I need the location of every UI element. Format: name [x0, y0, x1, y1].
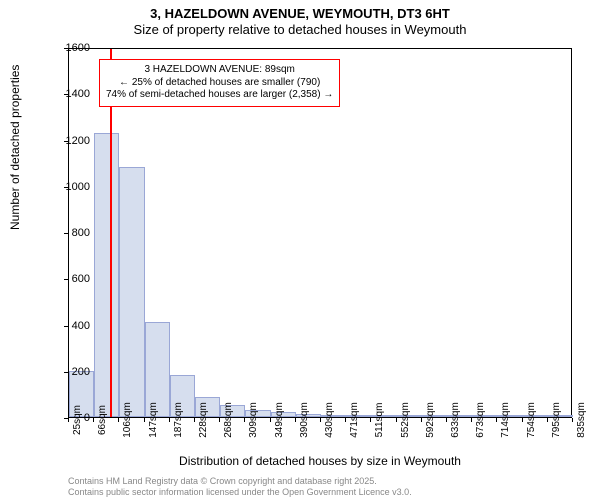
footer-line-2: Contains public sector information licen…	[68, 487, 412, 497]
x-tick-label: 309sqm	[248, 402, 259, 438]
x-tick-mark	[446, 418, 447, 422]
x-tick-mark	[144, 418, 145, 422]
x-tick-label: 268sqm	[223, 402, 234, 438]
x-tick-mark	[93, 418, 94, 422]
y-axis-label: Number of detached properties	[8, 65, 22, 230]
x-tick-mark	[547, 418, 548, 422]
chart-footer: Contains HM Land Registry data © Crown c…	[68, 476, 412, 497]
y-tick-mark	[64, 326, 68, 327]
chart-title-main: 3, HAZELDOWN AVENUE, WEYMOUTH, DT3 6HT	[0, 6, 600, 22]
x-tick-label: 754sqm	[526, 402, 537, 438]
y-tick-mark	[64, 279, 68, 280]
callout-line-3: 74% of semi-detached houses are larger (…	[106, 89, 333, 102]
x-tick-label: 106sqm	[122, 402, 133, 438]
y-tick-mark	[64, 233, 68, 234]
x-tick-mark	[522, 418, 523, 422]
x-tick-label: 25sqm	[72, 405, 83, 435]
callout-line-2: ← 25% of detached houses are smaller (79…	[106, 77, 333, 90]
x-tick-label: 66sqm	[97, 405, 108, 435]
x-tick-mark	[370, 418, 371, 422]
x-tick-mark	[421, 418, 422, 422]
property-callout-box: 3 HAZELDOWN AVENUE: 89sqm ← 25% of detac…	[99, 59, 340, 107]
x-tick-label: 471sqm	[349, 402, 360, 438]
x-tick-label: 795sqm	[551, 402, 562, 438]
x-axis-label: Distribution of detached houses by size …	[68, 454, 572, 468]
x-tick-mark	[194, 418, 195, 422]
histogram-bar	[94, 133, 119, 417]
x-tick-label: 228sqm	[198, 402, 209, 438]
x-tick-mark	[572, 418, 573, 422]
x-tick-mark	[169, 418, 170, 422]
x-tick-label: 714sqm	[500, 402, 511, 438]
x-tick-mark	[320, 418, 321, 422]
x-tick-mark	[396, 418, 397, 422]
x-tick-mark	[68, 418, 69, 422]
x-tick-label: 592sqm	[425, 402, 436, 438]
y-tick-mark	[64, 187, 68, 188]
x-tick-label: 633sqm	[450, 402, 461, 438]
x-tick-label: 835sqm	[576, 402, 587, 438]
x-tick-label: 430sqm	[324, 402, 335, 438]
x-tick-mark	[345, 418, 346, 422]
x-tick-mark	[295, 418, 296, 422]
y-tick-mark	[64, 141, 68, 142]
x-tick-label: 390sqm	[299, 402, 310, 438]
histogram-bar	[119, 167, 144, 417]
x-tick-label: 147sqm	[148, 402, 159, 438]
footer-line-1: Contains HM Land Registry data © Crown c…	[68, 476, 412, 486]
x-tick-mark	[471, 418, 472, 422]
x-tick-label: 673sqm	[475, 402, 486, 438]
x-tick-label: 552sqm	[400, 402, 411, 438]
chart-plot-area: 3 HAZELDOWN AVENUE: 89sqm ← 25% of detac…	[68, 48, 572, 418]
y-tick-mark	[64, 94, 68, 95]
y-tick-mark	[64, 48, 68, 49]
chart-title-sub: Size of property relative to detached ho…	[0, 22, 600, 38]
x-tick-mark	[219, 418, 220, 422]
y-tick-mark	[64, 372, 68, 373]
x-tick-mark	[244, 418, 245, 422]
x-tick-label: 511sqm	[374, 403, 385, 438]
chart-title-block: 3, HAZELDOWN AVENUE, WEYMOUTH, DT3 6HT S…	[0, 0, 600, 39]
x-tick-label: 349sqm	[274, 402, 285, 438]
x-tick-mark	[118, 418, 119, 422]
x-tick-mark	[270, 418, 271, 422]
x-tick-mark	[496, 418, 497, 422]
x-tick-label: 187sqm	[173, 402, 184, 438]
callout-line-1: 3 HAZELDOWN AVENUE: 89sqm	[106, 64, 333, 77]
